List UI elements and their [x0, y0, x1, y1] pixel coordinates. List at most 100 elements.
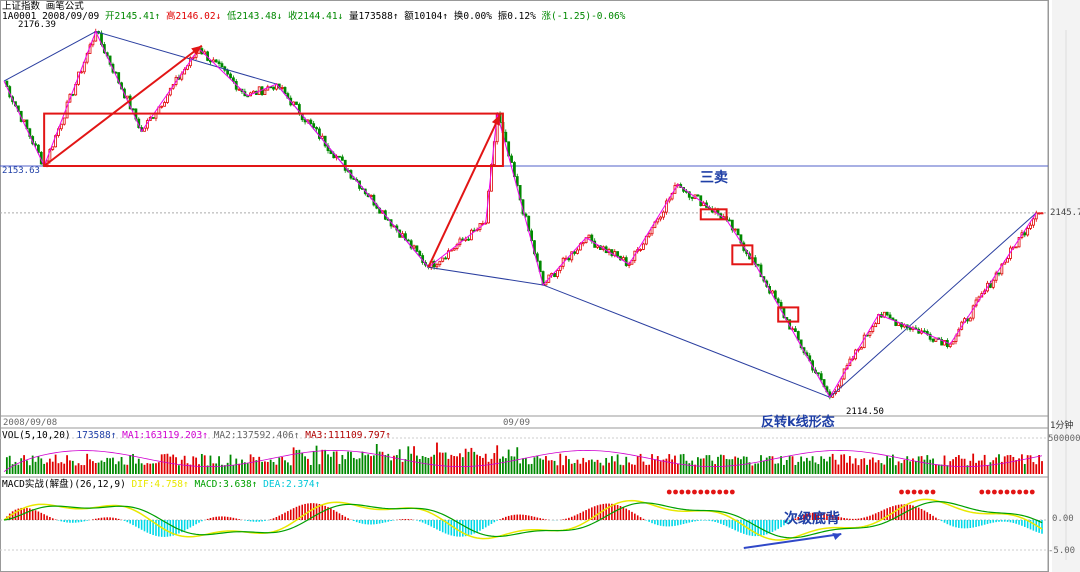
candle-body — [590, 234, 594, 242]
volume-bar — [278, 457, 281, 474]
candle-body — [318, 128, 321, 139]
volume-bar — [645, 464, 648, 474]
candle-body — [1031, 218, 1035, 226]
volume-bar — [381, 451, 384, 474]
volume-bar — [567, 459, 570, 474]
signal-dot — [992, 489, 997, 495]
volume-bar — [413, 446, 415, 474]
volume-bar — [717, 456, 719, 474]
volume-bar — [843, 454, 846, 474]
candle-body — [263, 89, 267, 96]
volume-bar — [309, 464, 312, 474]
volume-bar — [550, 460, 553, 474]
volume-bar — [427, 457, 430, 474]
macd-group — [6, 503, 1043, 537]
candle-body — [435, 264, 439, 268]
volume-bar — [926, 455, 929, 474]
period-label[interactable]: 1分钟 — [1050, 421, 1074, 431]
vol-ma1-line — [3, 450, 1043, 473]
volume-bar — [89, 459, 91, 474]
bi-stroke-line — [3, 30, 1037, 399]
macd-neg-tick: -5.00 — [1048, 546, 1076, 556]
current-price-label: 2145.7 — [1050, 208, 1080, 218]
low-price-label: 2114.50 — [846, 407, 884, 417]
signal-dot — [998, 489, 1004, 495]
volume-bar — [785, 460, 788, 474]
date-mid-label: 09/09 — [503, 418, 531, 428]
volume-bar — [430, 456, 433, 474]
signal-dot — [930, 489, 936, 495]
candle-body — [728, 219, 731, 222]
signal-dot — [985, 489, 991, 495]
candle-body — [229, 73, 232, 79]
volume-bar — [983, 454, 986, 474]
candle-body — [759, 264, 763, 278]
volume-bar — [1038, 455, 1041, 474]
high-price-label: 2176.39 — [18, 20, 56, 30]
volume-bar — [48, 458, 51, 474]
volume-bar — [527, 464, 530, 474]
volume-bar — [1015, 460, 1018, 474]
volume-bar — [20, 458, 23, 474]
volume-bar — [860, 459, 863, 474]
volume-bar — [77, 463, 80, 474]
volume-bar — [272, 462, 275, 474]
volume-bar — [814, 462, 817, 474]
volume-bar — [401, 461, 404, 474]
volume-bar — [83, 465, 86, 474]
signal-dot — [717, 489, 723, 495]
candle-body — [888, 314, 892, 319]
volume-bar — [74, 465, 77, 474]
signal-dot — [1017, 489, 1023, 495]
volume-bar — [493, 453, 496, 474]
volume-bar — [900, 463, 903, 474]
volume-bar — [364, 455, 367, 474]
volume-bar — [375, 444, 378, 474]
volume-bar — [794, 464, 797, 474]
volume-bar — [275, 464, 278, 474]
volume-bar — [433, 454, 436, 474]
volume-bar — [350, 451, 352, 474]
volume-bar — [126, 464, 129, 474]
volume-bar — [26, 460, 28, 474]
volume-bar — [178, 465, 180, 474]
volume-bar — [711, 460, 714, 474]
volume-bar — [863, 458, 866, 474]
volume-bar — [820, 456, 823, 474]
volume-bar — [103, 461, 106, 474]
candle-body — [1023, 232, 1027, 236]
candle-body — [62, 117, 66, 125]
header-code: 1A0001 — [2, 11, 37, 22]
volume-bar — [585, 462, 587, 474]
volume-bar — [215, 463, 218, 474]
volume-bar — [266, 461, 269, 474]
volume-bar — [894, 465, 897, 474]
volume-bar — [335, 451, 338, 474]
volume-bar — [957, 455, 960, 474]
volume-bar — [332, 451, 335, 474]
candle-body — [117, 72, 121, 84]
volume-bar — [459, 453, 461, 474]
candle-body — [467, 238, 470, 241]
volume-bar — [384, 455, 387, 474]
level-price-label: 2153.63 — [2, 166, 40, 176]
volume-bar — [60, 462, 63, 474]
signal-dot — [698, 489, 704, 495]
volume-bar — [762, 461, 765, 474]
signal-dot — [1023, 489, 1029, 495]
red-arrow-left — [43, 44, 203, 167]
volume-bar — [562, 465, 565, 474]
candle-body — [900, 322, 903, 328]
volume-bar — [636, 456, 639, 474]
volume-bar — [797, 461, 800, 474]
volume-bar — [481, 457, 484, 474]
volume-bar — [264, 461, 266, 474]
header-turnover: 换0.00% — [453, 11, 492, 22]
signal-dot — [666, 489, 672, 495]
volume-bar — [490, 458, 493, 474]
vol-ma2: MA2:137592.406↑ — [213, 430, 300, 441]
volume-bar — [912, 458, 914, 474]
header-high: 高2146.02↓ — [166, 11, 222, 22]
vol-ma3: MA3:111109.797↑ — [305, 430, 392, 441]
